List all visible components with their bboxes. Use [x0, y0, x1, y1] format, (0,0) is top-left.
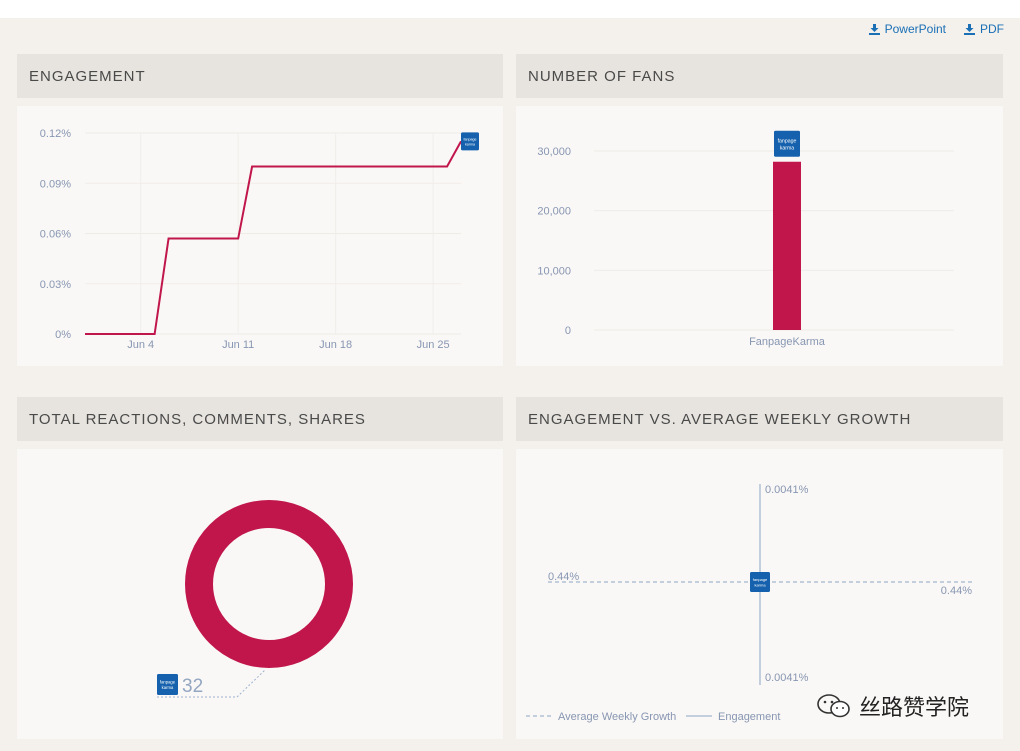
fans-panel: NUMBER OF FANS 30,000 20,000 10,000 0 fanpag…: [516, 54, 1003, 366]
y-tick-label: 0.12%: [40, 128, 71, 140]
x-tick-label: Jun 25: [417, 339, 450, 351]
y-tick-label: 10,000: [537, 265, 571, 277]
x-tick-label: Jun 4: [127, 339, 154, 351]
wechat-icon: [817, 694, 850, 718]
logo-badge: [774, 130, 800, 157]
panel-title: ENGAGEMENT: [29, 68, 146, 85]
watermark: 丝路赞学院: [815, 690, 969, 722]
logo-text: karma: [162, 685, 174, 690]
x-tick-label: FanpageKarma: [749, 336, 826, 348]
y-label: 0.0041%: [765, 484, 809, 496]
x-label: 0.44%: [548, 571, 579, 583]
watermark-text: 丝路赞学院: [859, 696, 970, 721]
y-tick-label: 30,000: [537, 146, 571, 158]
data-label: 32: [182, 676, 203, 697]
logo-text: karma: [465, 142, 475, 146]
logo-text: karma: [780, 145, 795, 151]
engagement-line-chart: 0.12% 0.09% 0.06% 0.03% 0% Jun 4 Jun 11 Jun 18 J…: [40, 128, 479, 351]
pdf-export-link[interactable]: PDF: [964, 22, 1004, 36]
logo-text: fanpage: [464, 137, 477, 141]
panel-body: 0.12% 0.09% 0.06% 0.03% 0% Jun 4 Jun 11 Jun 18 J…: [17, 106, 503, 366]
panel-body: fanpage karma 32: [17, 449, 503, 739]
panel-header: ENGAGEMENT: [17, 54, 503, 98]
y-tick-label: 0.03%: [40, 279, 71, 291]
legend-label: Engagement: [718, 711, 780, 723]
logo-text: fanpage: [778, 138, 797, 144]
download-icon: [964, 23, 975, 35]
download-icon: [868, 23, 880, 35]
panel-body: 30,000 20,000 10,000 0 fanpage karma FanpageKa…: [516, 106, 1003, 366]
y-tick-label: 0.09%: [40, 178, 71, 190]
logo-badge: [157, 674, 178, 695]
engagement-panel: ENGAGEMENT 0.12% 0.09% 0.06% 0.03% 0% Jun 4 Ju…: [17, 54, 503, 366]
donut-slice: [185, 500, 353, 668]
growth-panel: ENGAGEMENT VS. AVERAGE WEEKLY GROWTH 0.0…: [516, 397, 1003, 739]
top-bar: [0, 0, 1020, 18]
logo-badge: [750, 572, 770, 592]
logo-text: karma: [754, 582, 766, 587]
reactions-panel: TOTAL REACTIONS, COMMENTS, SHARES fanpag…: [17, 397, 503, 739]
panel-title: TOTAL REACTIONS, COMMENTS, SHARES: [29, 411, 366, 428]
panel-title: ENGAGEMENT VS. AVERAGE WEEKLY GROWTH: [528, 411, 912, 428]
y-tick-label: 0%: [55, 329, 71, 341]
logo-text: fanpage: [753, 577, 768, 582]
legend-label: Average Weekly Growth: [558, 711, 676, 723]
x-label: 0.44%: [941, 585, 972, 597]
logo-text: fanpage: [160, 679, 176, 684]
panel-header: NUMBER OF FANS: [516, 54, 1003, 98]
y-tick-label: 0: [565, 325, 571, 337]
y-tick-label: 0.06%: [40, 229, 71, 241]
y-label: 0.0041%: [765, 672, 809, 684]
label-leader-line: [157, 669, 266, 698]
panel-body: 0.0041% 0.0041% 0.44% 0.44% fanpage karma Aver…: [516, 449, 1003, 739]
y-tick-label: 20,000: [537, 206, 571, 218]
pdf-label: PDF: [980, 22, 1004, 36]
x-tick-label: Jun 11: [222, 339, 254, 351]
powerpoint-label: PowerPoint: [884, 22, 946, 36]
panel-title: NUMBER OF FANS: [528, 68, 676, 85]
powerpoint-export-link[interactable]: PowerPoint: [868, 22, 946, 36]
x-tick-label: Jun 18: [319, 339, 352, 351]
panel-header: TOTAL REACTIONS, COMMENTS, SHARES: [17, 397, 503, 441]
fans-bar: [773, 161, 801, 330]
logo-badge: [461, 132, 479, 151]
engagement-series-line: [85, 140, 462, 335]
export-links: PowerPoint PDF: [868, 22, 1004, 36]
panel-header: ENGAGEMENT VS. AVERAGE WEEKLY GROWTH: [516, 397, 1003, 441]
